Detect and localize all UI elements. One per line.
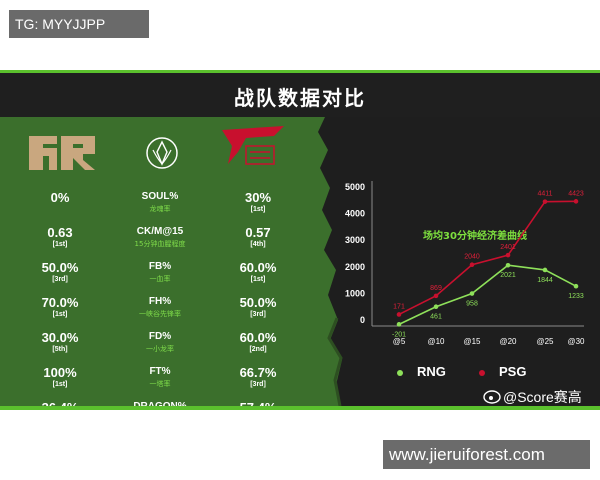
data-point [542,267,548,273]
legend-psg-label: PSG [499,364,527,379]
stat-sublabel: 一血率 [149,275,171,283]
stat-left-rank: [5th] [52,346,68,353]
weibo-icon [483,390,501,404]
data-label: 2401 [500,244,516,251]
stat-right-value: 57.4% [239,400,277,410]
stat-label: FH% [148,296,172,307]
y-tick-label: 1000 [345,288,365,298]
stat-right-value: 50.0% [239,295,277,310]
stat-left-value: 100% [43,365,77,380]
legend-rng-label: RNG [417,364,446,379]
data-label: 1233 [568,293,584,300]
data-label: 1844 [537,277,553,284]
panel-bottom-border [0,406,600,410]
data-point [505,252,511,258]
y-tick-label: 0 [360,315,365,325]
data-label: 171 [393,303,405,310]
stat-right-rank: [1st] [250,276,266,283]
stat-right-rank: [2nd] [249,346,267,353]
stat-sublabel: 一峡谷先锋率 [139,310,181,318]
series-line-psg [398,200,577,316]
stat-right-rank: [4th] [250,241,266,248]
stat-left-value: 70.0% [41,295,79,310]
stat-label: DRAGON% [115,401,205,410]
psg-logo [222,126,284,165]
stat-right-rank: [1st] [250,206,266,213]
rng-logo [29,136,95,170]
stat-right-rank: [3rd] [250,311,266,318]
stat-label: FT% [149,366,171,377]
data-point [396,312,402,317]
legend-rng-dot [397,370,403,376]
stat-label: FD% [148,331,172,342]
page-title: 战队数据对比 [234,86,366,110]
stat-left-rank: [1st] [52,311,68,318]
stat-right-value: 0.57 [245,225,271,240]
stat-left-rank: [1st] [52,381,68,388]
data-label: 2040 [464,254,480,261]
stat-left-value: 50.0% [41,260,79,275]
stat-right-rank: [3rd] [250,381,266,388]
legend-psg-dot [479,370,485,376]
stat-sublabel: 一小龙率 [146,345,174,353]
stat-sublabel: 15分钟血腥程度 [134,240,186,248]
stat-right-value: 30% [244,190,272,205]
data-label: 461 [430,314,442,321]
economy-chart: 0 1000 2000 3000 4000 5000 @5 @10 @15 @20 @25 @30 -2… [345,181,585,346]
data-point [505,262,511,268]
x-tick-label: @5 [393,337,406,346]
y-tick-label: 5000 [345,182,365,192]
x-tick-label: @15 [463,337,481,346]
stat-left-rank: [3rd] [52,276,68,283]
y-tick-label: 3000 [345,235,365,245]
stat-left-rank: [1st] [52,241,68,248]
panel-top-border [0,70,600,73]
stat-left-value: 0% [50,190,70,205]
data-point [573,199,579,204]
stat-sublabel: 龙魂率 [149,205,171,213]
stat-sublabel: 一塔率 [149,380,171,388]
data-label: 4423 [568,190,584,197]
weibo-handle: @Score赛高 [503,389,582,405]
stat-left-value: 0.63 [47,225,73,240]
stat-label: CK/M@15 [136,226,184,237]
data-point [469,262,475,268]
watermark-top: TG: MYYJJPP [9,10,149,38]
x-tick-label: @20 [499,337,517,346]
dark-region [318,117,600,407]
data-point [396,322,402,327]
data-point [469,291,475,296]
data-label: 869 [430,285,442,292]
data-label: 958 [466,301,478,308]
stat-left-value: 36.4% [41,400,79,410]
series-line-rng [398,264,577,326]
data-label: 2021 [500,272,516,279]
y-tick-label: 4000 [345,209,365,219]
y-tick-label: 2000 [345,262,365,272]
lol-emblem-icon [146,137,178,169]
stat-label: FB% [148,261,172,272]
data-point [433,304,439,310]
data-point [433,293,439,299]
stat-right-value: 66.7% [239,365,277,380]
data-label: -201 [392,331,406,338]
x-tick-label: @10 [427,337,445,346]
header-bar [0,73,600,117]
data-label: 4411 [537,191,552,198]
data-point [542,199,548,204]
x-tick-label: @25 [536,337,554,346]
stat-right-value: 60.0% [239,330,277,345]
stat-left-value: 30.0% [41,330,79,345]
chart-title: 场均30分钟经济差曲线 [423,231,527,242]
data-point [573,283,579,289]
stat-right-value: 60.0% [239,260,277,275]
watermark-bottom: www.jieruiforest.com [383,440,590,469]
stat-label: SOUL% [141,191,179,202]
x-tick-label: @30 [567,337,585,346]
stats-panel: 战队数据对比 0% SOUL% 龙魂率 30% [1st] 0.63 [1st] CK/M@1… [0,70,600,410]
